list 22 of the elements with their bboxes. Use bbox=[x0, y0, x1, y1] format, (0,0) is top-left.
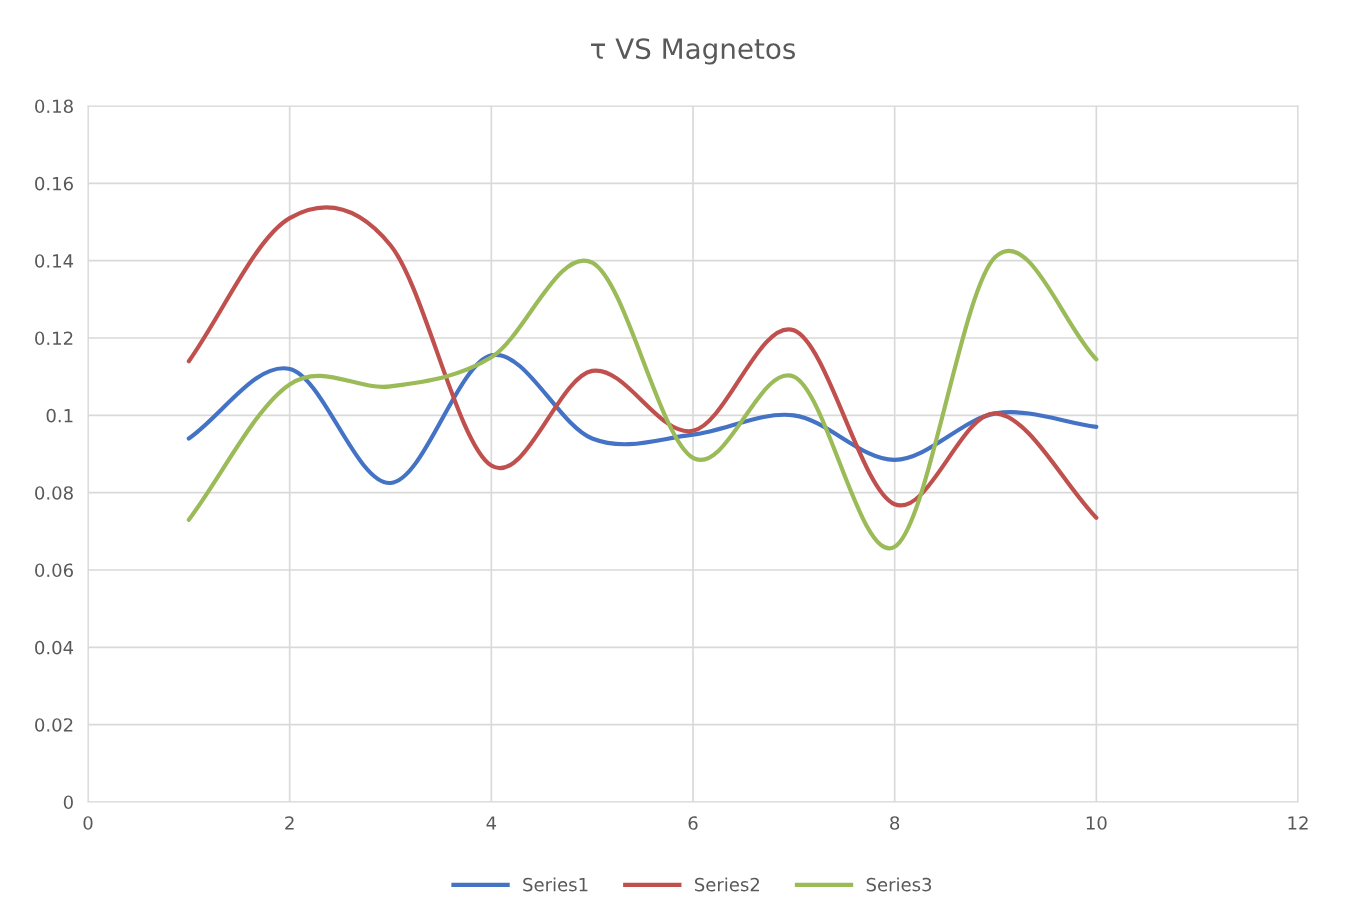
x-tick-label: 6 bbox=[688, 816, 698, 830]
x-tick-label: 4 bbox=[486, 816, 497, 830]
y-tick-label: 0.18 bbox=[35, 99, 73, 114]
y-tick-label: 0.08 bbox=[35, 486, 73, 500]
chart-title: τ VS Magnetos bbox=[591, 38, 795, 65]
y-tick-label: 0 bbox=[63, 795, 73, 810]
y-tick-label: 0.14 bbox=[35, 254, 74, 268]
x-tick-label: 8 bbox=[890, 816, 900, 830]
y-tick-label: 0.02 bbox=[35, 718, 73, 732]
legend-label: Series3 bbox=[866, 877, 932, 892]
y-tick-label: 0.16 bbox=[35, 176, 73, 191]
y-tick-label: 0.12 bbox=[35, 331, 73, 346]
line-series bbox=[186, 353, 1099, 486]
y-tick-label: 0.06 bbox=[35, 563, 73, 578]
x-tick-label: 0 bbox=[83, 816, 93, 830]
x-tick-label: 10 bbox=[1086, 816, 1107, 830]
x-tick-label: 2 bbox=[285, 816, 294, 830]
y-tick-label: 0.1 bbox=[46, 408, 73, 423]
legend-label: Series2 bbox=[694, 877, 759, 892]
x-tick-label: 12 bbox=[1288, 816, 1308, 830]
y-tick-label: 0.04 bbox=[35, 640, 74, 655]
legend-label: Series1 bbox=[523, 877, 588, 892]
